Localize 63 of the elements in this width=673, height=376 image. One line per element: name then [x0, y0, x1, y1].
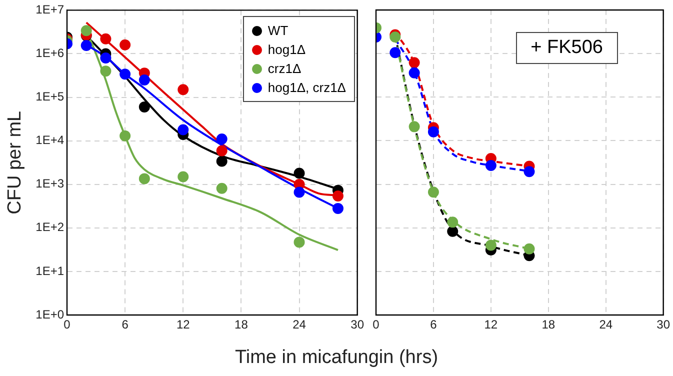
point — [120, 130, 131, 142]
point — [216, 134, 228, 145]
point — [332, 190, 344, 202]
y-tick-label: 1E+1 — [36, 264, 64, 278]
legend-label: crz1Δ — [268, 60, 302, 78]
x-tick-label: 18 — [234, 318, 248, 332]
point — [216, 156, 228, 167]
point — [408, 121, 420, 132]
point — [447, 216, 458, 228]
point — [390, 32, 401, 43]
x-tick-label: 0 — [372, 318, 380, 332]
x-axis-title: Time in micafungin (hrs) — [234, 347, 440, 369]
x-tick-label: 6 — [122, 318, 129, 332]
y-axis-title: CFU per mL — [4, 110, 26, 214]
point — [485, 240, 496, 251]
y-tick-label: 1E+4 — [36, 133, 64, 148]
point — [100, 52, 112, 64]
point — [80, 40, 92, 51]
annotation: + FK506 — [516, 32, 618, 64]
point — [428, 186, 439, 198]
x-tick-label: 30 — [656, 318, 670, 332]
y-tick-label: 1E+6 — [36, 46, 64, 60]
point — [390, 47, 401, 58]
point — [178, 124, 189, 136]
point — [294, 236, 305, 248]
x-tick-label: 0 — [64, 318, 71, 332]
point — [120, 39, 131, 50]
x-tick-label: 24 — [599, 318, 613, 332]
point — [138, 74, 150, 86]
x-tick-label: 24 — [292, 318, 306, 332]
x-tick-label: 12 — [484, 318, 498, 332]
x-tick-label: 18 — [542, 318, 556, 332]
point — [120, 68, 131, 80]
y-tick-label: 1E+2 — [36, 220, 64, 234]
point — [524, 166, 535, 178]
x-tick-label: 30 — [350, 318, 364, 332]
x-tick-label: 6 — [430, 318, 438, 332]
y-tick-label: 1E+0 — [36, 307, 64, 322]
point — [332, 202, 344, 214]
point — [294, 168, 305, 179]
point — [138, 101, 150, 112]
point — [178, 171, 189, 182]
point — [408, 57, 420, 68]
point — [216, 145, 228, 156]
point — [447, 226, 458, 237]
legend-label: hog1Δ — [268, 41, 306, 59]
point — [294, 186, 305, 198]
point — [524, 243, 535, 254]
point — [428, 126, 439, 138]
point — [80, 25, 92, 36]
legend-label: hog1Δ, crz1Δ — [268, 79, 346, 97]
point — [100, 66, 112, 77]
legend-label: WT — [268, 22, 288, 40]
point — [178, 84, 189, 96]
point — [216, 182, 228, 194]
x-tick-label: 12 — [176, 318, 190, 332]
point — [138, 173, 150, 184]
point — [100, 33, 112, 44]
y-tick-label: 1E+3 — [36, 176, 64, 191]
point — [408, 67, 420, 78]
y-tick-label: 1E+5 — [36, 90, 64, 104]
y-tick-label: 1E+7 — [36, 2, 64, 17]
point — [485, 160, 496, 171]
